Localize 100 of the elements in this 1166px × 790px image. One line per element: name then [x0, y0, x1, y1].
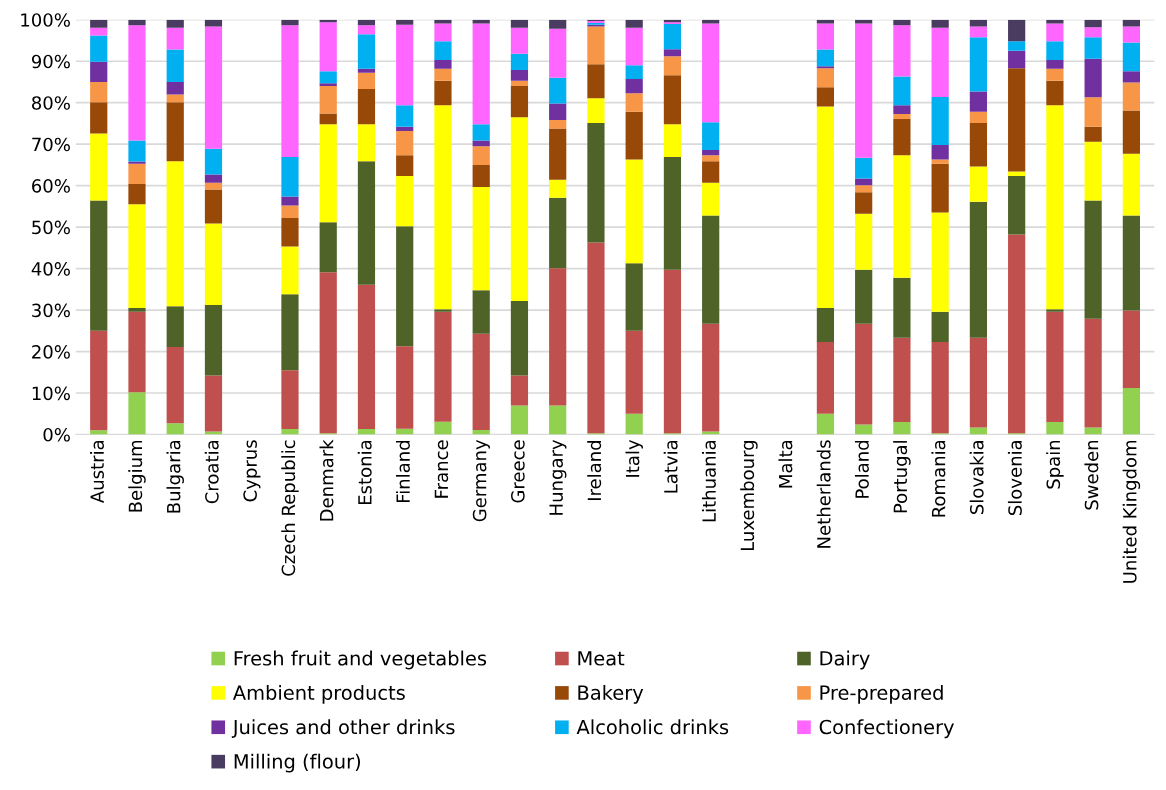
bar — [166, 346, 184, 424]
bar — [472, 290, 490, 334]
bar — [549, 19, 567, 29]
bar — [357, 89, 376, 125]
bar — [855, 269, 873, 324]
bar — [625, 159, 643, 264]
bar — [128, 163, 146, 184]
x-tick-label: Croatia — [204, 441, 219, 504]
x-tick-label: Latvia — [663, 441, 678, 493]
y-tick-label: 50% — [32, 220, 70, 235]
bar — [1046, 309, 1064, 312]
bar — [1122, 388, 1140, 435]
bar — [472, 23, 490, 125]
bar — [625, 111, 643, 160]
bar — [166, 102, 184, 162]
bar — [472, 333, 490, 430]
legend-label: Dairy — [820, 650, 870, 670]
bar — [931, 212, 949, 312]
bar — [1046, 68, 1064, 81]
bar — [281, 246, 299, 295]
bar — [1008, 234, 1026, 434]
legend-label: Meat — [578, 651, 625, 666]
bar — [319, 22, 337, 72]
bar — [587, 98, 605, 124]
bar — [663, 56, 682, 76]
x-tick-label: Estonia — [357, 441, 372, 505]
bar — [357, 34, 376, 69]
bar — [357, 284, 376, 430]
bar — [90, 133, 108, 201]
bar — [816, 308, 835, 343]
bar — [281, 25, 299, 158]
bar — [90, 102, 108, 134]
legend-label: Milling (flour) — [234, 753, 361, 773]
bar — [396, 126, 414, 131]
y-tick-label: 30% — [32, 303, 70, 318]
bar — [319, 83, 337, 87]
bar — [357, 72, 376, 90]
bar — [816, 68, 835, 88]
bar — [90, 61, 108, 82]
bar — [1046, 422, 1064, 435]
bar — [816, 87, 835, 107]
bar — [319, 222, 337, 273]
bar — [166, 423, 184, 435]
bar — [816, 413, 835, 435]
bar — [472, 146, 490, 165]
bar — [472, 164, 490, 187]
bar — [931, 342, 949, 434]
bar — [90, 35, 108, 62]
bar — [357, 68, 376, 73]
x-tick-label: Luxembourg — [740, 441, 758, 551]
bar — [434, 23, 452, 42]
bar — [396, 130, 414, 156]
bar — [357, 25, 376, 35]
bar — [204, 148, 223, 175]
bar — [204, 174, 223, 183]
bar — [1122, 110, 1140, 154]
legend-label: Confectionery — [819, 719, 954, 739]
bar — [510, 405, 529, 435]
bar — [434, 421, 452, 435]
bar — [893, 155, 911, 278]
bar — [434, 41, 452, 60]
bar — [510, 86, 529, 118]
bar — [893, 113, 911, 119]
bar — [931, 19, 949, 28]
x-tick-label: Lithuania — [701, 441, 716, 522]
y-tick-label: 80% — [32, 96, 70, 110]
x-tick-label: Spain — [1046, 440, 1064, 489]
bar — [702, 122, 720, 150]
bar — [931, 27, 949, 97]
bar — [969, 111, 988, 124]
bar — [1122, 42, 1140, 72]
bar — [702, 155, 720, 162]
x-tick-label: Belgium — [128, 440, 146, 512]
bar — [893, 277, 911, 338]
bar — [128, 392, 146, 435]
bar — [969, 337, 988, 428]
bar — [204, 223, 223, 306]
x-tick-label: Finland — [395, 441, 410, 503]
bar — [816, 66, 835, 69]
bar — [931, 159, 949, 164]
bar — [587, 123, 605, 243]
x-tick-label: Germany — [472, 439, 490, 522]
x-tick-label: Denmark — [319, 439, 334, 521]
bar — [702, 161, 720, 183]
bar — [166, 27, 184, 50]
bar — [281, 19, 299, 26]
bar — [434, 105, 452, 310]
bar — [702, 323, 720, 432]
bar — [319, 71, 337, 84]
bar — [549, 128, 567, 180]
x-tick-label: Bulgaria — [166, 441, 184, 513]
x-tick-label: Portugal — [893, 441, 911, 513]
bar — [702, 182, 720, 216]
x-tick-label: Malta — [778, 441, 793, 488]
bar — [625, 413, 643, 435]
bar — [587, 26, 605, 65]
bar — [625, 19, 643, 28]
bar — [816, 49, 835, 67]
bar — [319, 124, 337, 223]
bar — [816, 342, 835, 414]
